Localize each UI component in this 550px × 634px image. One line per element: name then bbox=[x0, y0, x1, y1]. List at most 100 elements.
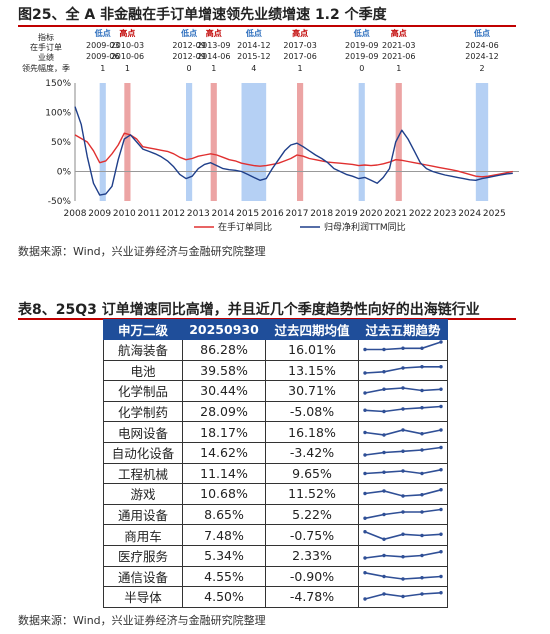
trend-sparkline bbox=[358, 544, 448, 567]
x-tick-label: 2022 bbox=[409, 209, 432, 219]
period-band bbox=[99, 83, 106, 201]
marker-label: 低点 bbox=[180, 28, 197, 38]
period-band bbox=[358, 83, 365, 201]
marker-lead-value: 0 bbox=[359, 64, 364, 73]
current-value: 11.14% bbox=[182, 462, 266, 485]
sparkline-point bbox=[363, 556, 367, 560]
current-value: 4.55% bbox=[182, 565, 266, 588]
sparkline-point bbox=[420, 575, 424, 580]
sparkline-point bbox=[401, 346, 405, 351]
x-tick-label: 2018 bbox=[310, 209, 333, 219]
y-tick-label: 50% bbox=[51, 138, 71, 148]
sparkline-point bbox=[401, 494, 405, 499]
x-tick-label: 2008 bbox=[64, 209, 87, 219]
y-tick-label: 100% bbox=[45, 109, 71, 119]
marker-order-date: 2021-03 bbox=[382, 41, 415, 50]
annotation-label-orders: 在手订单 bbox=[30, 42, 62, 52]
average-value: 5.22% bbox=[265, 503, 359, 526]
average-value: 11.52% bbox=[265, 483, 359, 505]
x-tick-label: 2025 bbox=[483, 209, 506, 219]
average-value: 2.33% bbox=[265, 544, 359, 567]
x-tick-label: 2024 bbox=[458, 209, 481, 219]
industry-name: 工程机械 bbox=[103, 462, 183, 485]
sparkline-point bbox=[420, 406, 424, 410]
sparkline-point bbox=[420, 431, 424, 436]
annotation-label-lead: 领先幅度，季 bbox=[22, 63, 70, 73]
sparkline-point bbox=[382, 409, 386, 414]
sparkline-point bbox=[439, 446, 443, 450]
sparkline-point bbox=[439, 550, 443, 554]
trend-sparkline bbox=[358, 565, 448, 588]
sparkline-point bbox=[439, 404, 443, 409]
sparkline-point bbox=[420, 493, 424, 497]
average-value: 16.18% bbox=[265, 421, 359, 443]
table-row: 游戏 10.68% 11.52% bbox=[103, 483, 448, 505]
x-tick-label: 2009 bbox=[88, 209, 111, 219]
sparkline-chart bbox=[363, 446, 443, 457]
sparkline-point bbox=[363, 408, 367, 413]
annotation-label-profit: 业绩 bbox=[38, 52, 54, 62]
current-value: 86.28% bbox=[182, 339, 266, 361]
table-row: 航海装备 86.28% 16.01% bbox=[103, 339, 448, 361]
sparkline-point bbox=[363, 529, 367, 534]
sparkline-point bbox=[439, 591, 443, 595]
header-industry: 申万二级 bbox=[103, 319, 183, 340]
table-row: 电网设备 18.17% 16.18% bbox=[103, 421, 448, 443]
sparkline-point bbox=[382, 388, 386, 392]
current-value: 14.62% bbox=[182, 441, 266, 464]
marker-profit-date: 2012-09 bbox=[172, 52, 205, 61]
sparkline-point bbox=[382, 554, 386, 558]
sparkline-point bbox=[382, 369, 386, 374]
marker-lead-value: 1 bbox=[100, 64, 105, 73]
sparkline-point bbox=[382, 574, 386, 579]
industry-name: 半导体 bbox=[103, 586, 183, 608]
table-row: 医疗服务 5.34% 2.33% bbox=[103, 544, 448, 567]
marker-profit-date: 2024-12 bbox=[465, 52, 498, 61]
x-tick-label: 2014 bbox=[212, 209, 235, 219]
sparkline-point bbox=[420, 364, 424, 369]
y-tick-label: 0% bbox=[57, 168, 72, 178]
average-value: 30.71% bbox=[265, 380, 359, 402]
sparkline-chart bbox=[363, 529, 443, 541]
sparkline-chart bbox=[363, 364, 443, 375]
x-tick-label: 2017 bbox=[286, 209, 309, 219]
average-value: -0.90% bbox=[265, 565, 359, 588]
x-tick-label: 2013 bbox=[187, 209, 210, 219]
sparkline-point bbox=[439, 388, 443, 392]
x-tick-label: 2021 bbox=[384, 209, 407, 219]
table-row: 化学制品 30.44% 30.71% bbox=[103, 380, 448, 402]
sparkline-chart bbox=[363, 488, 443, 499]
trend-sparkline bbox=[358, 380, 448, 402]
average-value: 9.65% bbox=[265, 462, 359, 485]
sparkline-point bbox=[401, 577, 405, 581]
table-row: 电池 39.58% 13.15% bbox=[103, 359, 448, 382]
marker-lead-value: 2 bbox=[479, 64, 484, 73]
period-band bbox=[241, 83, 267, 201]
marker-profit-date: 2021-06 bbox=[382, 52, 415, 61]
sparkline-point bbox=[401, 532, 405, 536]
marker-label: 高点 bbox=[391, 28, 407, 38]
title-rule bbox=[18, 25, 516, 27]
industry-name: 电池 bbox=[103, 359, 183, 382]
period-band bbox=[297, 83, 304, 201]
sparkline-point bbox=[363, 391, 367, 396]
sparkline-point bbox=[363, 371, 367, 375]
sparkline-chart bbox=[363, 404, 443, 414]
average-value: 16.01% bbox=[265, 339, 359, 361]
figure-source: 数据来源：Wind，兴业证券经济与金融研究院整理 bbox=[18, 245, 266, 258]
sparkline-chart bbox=[363, 591, 443, 602]
sparkline-point bbox=[382, 537, 386, 541]
marker-label: 低点 bbox=[94, 28, 111, 38]
current-value: 4.50% bbox=[182, 586, 266, 608]
sparkline-point bbox=[382, 451, 386, 455]
industry-name: 通信设备 bbox=[103, 565, 183, 588]
sparkline-point bbox=[363, 597, 367, 602]
sparkline-point bbox=[382, 470, 386, 474]
marker-order-date: 2012-09 bbox=[172, 41, 205, 50]
sparkline-point bbox=[420, 554, 424, 558]
sparkline-point bbox=[401, 510, 405, 514]
sparkline-point bbox=[363, 430, 367, 434]
trend-sparkline bbox=[358, 524, 448, 546]
sparkline-point bbox=[439, 532, 443, 536]
period-band bbox=[395, 83, 402, 201]
